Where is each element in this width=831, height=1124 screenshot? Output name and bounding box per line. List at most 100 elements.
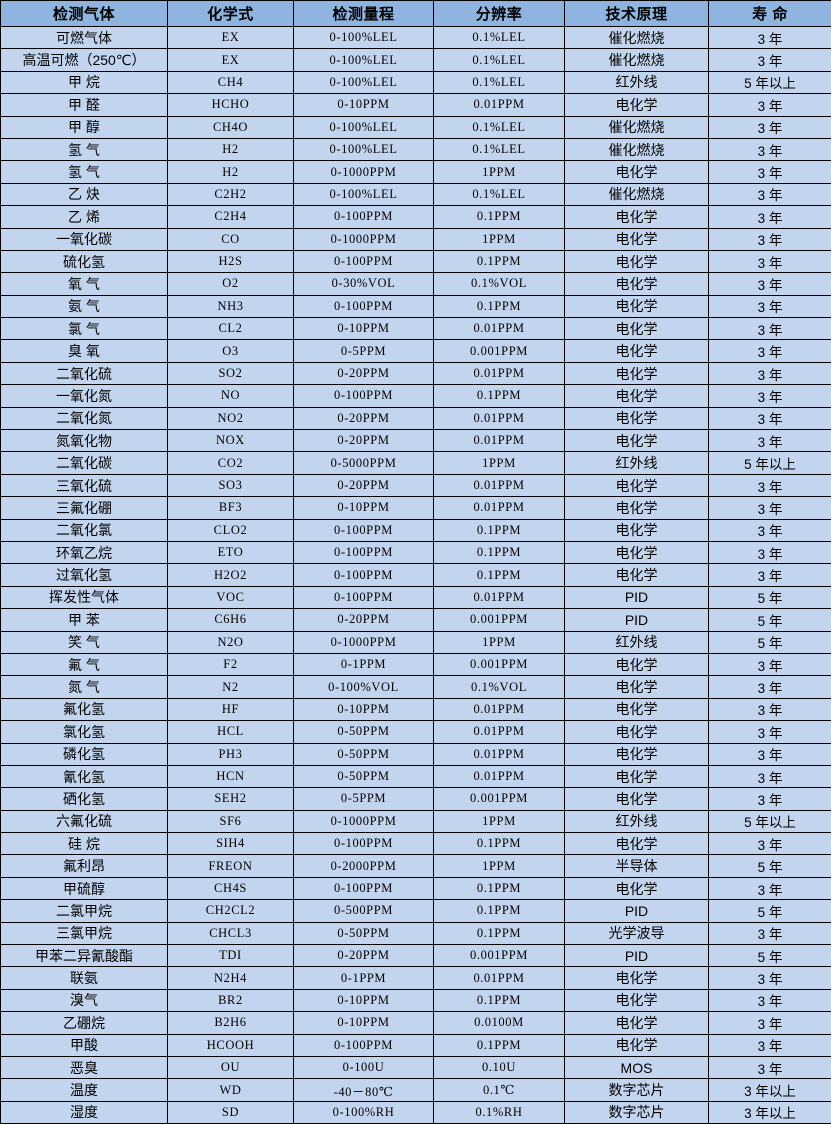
- cell-lifespan: 3 年: [709, 138, 831, 160]
- cell-formula: HCHO: [168, 94, 294, 116]
- cell-formula: CO: [168, 228, 294, 250]
- cell-gas: 甲 醛: [1, 94, 168, 116]
- cell-formula: NH3: [168, 295, 294, 317]
- cell-technology: 数字芯片: [565, 1101, 709, 1123]
- cell-resolution: 0.1PPM: [434, 541, 565, 563]
- cell-lifespan: 3 年: [709, 1012, 831, 1034]
- cell-resolution: 0.10U: [434, 1056, 565, 1078]
- column-header-resolution: 分辨率: [434, 1, 565, 27]
- cell-gas: 乙 炔: [1, 183, 168, 205]
- cell-lifespan: 3 年: [709, 564, 831, 586]
- cell-formula: C2H4: [168, 206, 294, 228]
- cell-formula: SEH2: [168, 788, 294, 810]
- cell-gas: 湿度: [1, 1101, 168, 1123]
- cell-range: 0-10PPM: [294, 698, 434, 720]
- cell-gas: 二氧化硫: [1, 362, 168, 384]
- column-header-lifespan: 寿 命: [709, 1, 831, 27]
- cell-gas: 硅 烷: [1, 833, 168, 855]
- cell-range: 0-5PPM: [294, 340, 434, 362]
- cell-technology: 电化学: [565, 788, 709, 810]
- cell-range: 0-50PPM: [294, 922, 434, 944]
- cell-lifespan: 3 年: [709, 362, 831, 384]
- cell-formula: EX: [168, 27, 294, 49]
- cell-formula: BR2: [168, 989, 294, 1011]
- cell-resolution: 0.1%LEL: [434, 116, 565, 138]
- cell-gas: 二氧化碳: [1, 452, 168, 474]
- cell-formula: H2: [168, 138, 294, 160]
- cell-technology: 催化燃烧: [565, 49, 709, 71]
- cell-gas: 乙硼烷: [1, 1012, 168, 1034]
- cell-resolution: 0.01PPM: [434, 497, 565, 519]
- cell-resolution: 0.01PPM: [434, 430, 565, 452]
- cell-technology: 电化学: [565, 94, 709, 116]
- cell-formula: FREON: [168, 855, 294, 877]
- cell-formula: N2O: [168, 631, 294, 653]
- cell-resolution: 0.0100M: [434, 1012, 565, 1034]
- cell-range: 0-100%LEL: [294, 71, 434, 93]
- cell-formula: F2: [168, 653, 294, 675]
- cell-lifespan: 3 年: [709, 743, 831, 765]
- cell-gas: 氢 气: [1, 138, 168, 160]
- cell-gas: 氟利昂: [1, 855, 168, 877]
- cell-technology: PID: [565, 586, 709, 608]
- cell-lifespan: 3 年以上: [709, 1079, 831, 1101]
- cell-range: 0-100%LEL: [294, 49, 434, 71]
- cell-technology: 电化学: [565, 161, 709, 183]
- cell-gas: 挥发性气体: [1, 586, 168, 608]
- cell-range: 0-30%VOL: [294, 273, 434, 295]
- cell-lifespan: 5 年: [709, 586, 831, 608]
- cell-range: 0-50PPM: [294, 743, 434, 765]
- cell-lifespan: 3 年: [709, 318, 831, 340]
- cell-formula: TDI: [168, 945, 294, 967]
- cell-formula: PH3: [168, 743, 294, 765]
- cell-range: 0-1PPM: [294, 653, 434, 675]
- cell-formula: HCN: [168, 765, 294, 787]
- cell-technology: 电化学: [565, 273, 709, 295]
- cell-formula: WD: [168, 1079, 294, 1101]
- cell-gas: 一氧化氮: [1, 385, 168, 407]
- cell-lifespan: 3 年: [709, 833, 831, 855]
- cell-formula: H2S: [168, 250, 294, 272]
- cell-resolution: 0.01PPM: [434, 765, 565, 787]
- cell-lifespan: 5 年: [709, 609, 831, 631]
- cell-range: 0-20PPM: [294, 474, 434, 496]
- cell-gas: 乙 烯: [1, 206, 168, 228]
- cell-technology: PID: [565, 900, 709, 922]
- cell-gas: 氢 气: [1, 161, 168, 183]
- cell-gas: 氯化氢: [1, 721, 168, 743]
- cell-resolution: 0.01PPM: [434, 407, 565, 429]
- cell-formula: SF6: [168, 810, 294, 832]
- cell-technology: 电化学: [565, 541, 709, 563]
- cell-lifespan: 5 年: [709, 631, 831, 653]
- cell-range: 0-10PPM: [294, 497, 434, 519]
- cell-resolution: 1PPM: [434, 631, 565, 653]
- cell-lifespan: 3 年: [709, 295, 831, 317]
- cell-technology: 催化燃烧: [565, 116, 709, 138]
- cell-lifespan: 3 年: [709, 967, 831, 989]
- cell-lifespan: 3 年: [709, 989, 831, 1011]
- cell-technology: 电化学: [565, 967, 709, 989]
- cell-range: 0-10PPM: [294, 989, 434, 1011]
- cell-formula: EX: [168, 49, 294, 71]
- cell-technology: 电化学: [565, 743, 709, 765]
- cell-resolution: 0.001PPM: [434, 653, 565, 675]
